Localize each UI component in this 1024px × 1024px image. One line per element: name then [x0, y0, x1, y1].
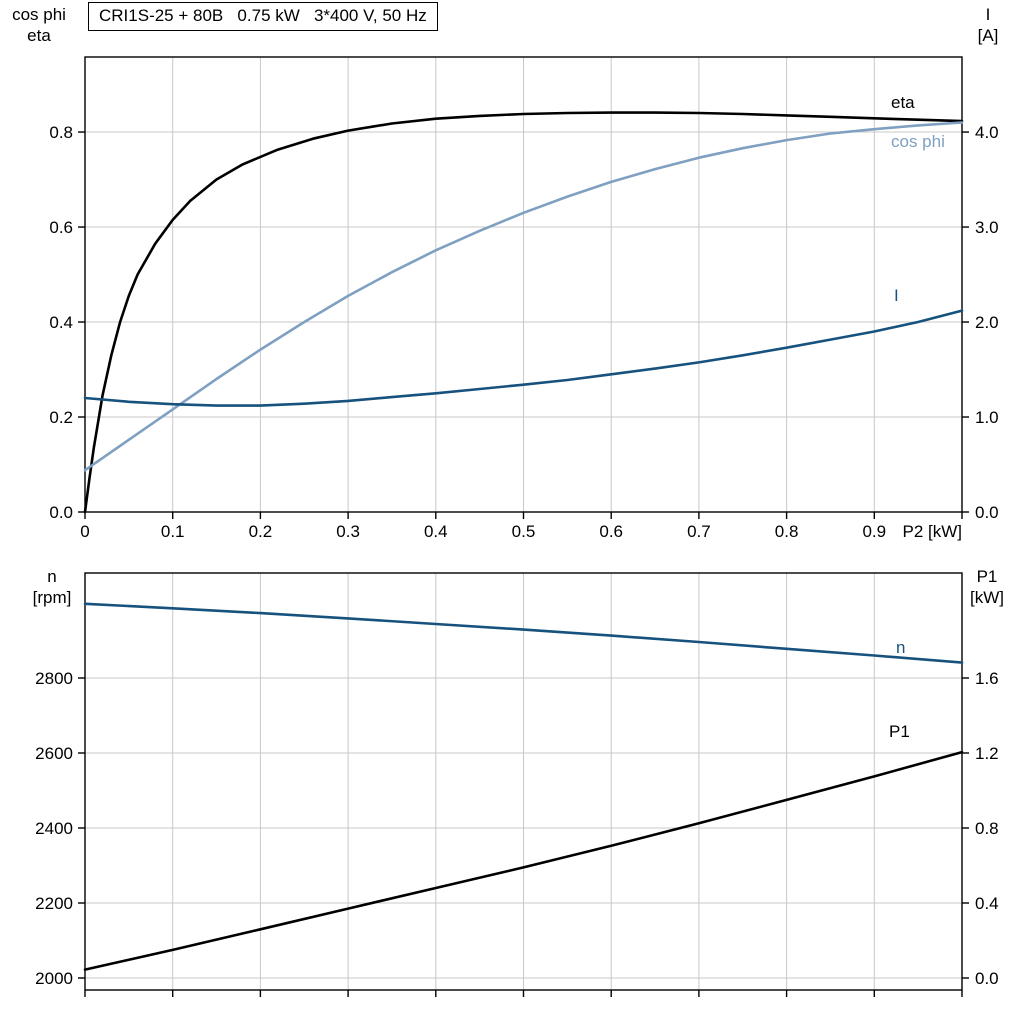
chart-title-box: CRI1S-25 + 80B 0.75 kW 3*400 V, 50 Hz: [88, 2, 438, 31]
svg-text:0.0: 0.0: [975, 969, 999, 988]
svg-text:2200: 2200: [35, 894, 73, 913]
curve-label-p1: P1: [889, 722, 910, 741]
svg-text:1.6: 1.6: [975, 669, 999, 688]
top-left-axis-title: cos phi eta: [7, 4, 71, 46]
svg-text:0.2: 0.2: [49, 408, 73, 427]
svg-text:0.8: 0.8: [49, 123, 73, 142]
curve-label-cos-phi: cos phi: [891, 132, 945, 151]
bottom-right-axis-title: P1 [kW]: [958, 566, 1016, 608]
top-chart-svg: 0.0 0.2 0.4 0.6 0.8 0.0 1.0 2.0 3.0 4.0 0 0.1 0.2 0.3…: [49, 56, 999, 541]
curve-label-n: n: [896, 638, 906, 657]
svg-text:0.4: 0.4: [49, 313, 73, 332]
bottom-left-axis-title: n [rpm]: [22, 566, 82, 608]
svg-text:0.4: 0.4: [424, 522, 448, 541]
svg-text:0.4: 0.4: [975, 894, 999, 913]
svg-text:2800: 2800: [35, 669, 73, 688]
svg-text:1.2: 1.2: [975, 744, 999, 763]
svg-text:2.0: 2.0: [975, 313, 999, 332]
svg-text:0.8: 0.8: [775, 522, 799, 541]
svg-text:0.6: 0.6: [49, 218, 73, 237]
svg-text:0: 0: [80, 522, 89, 541]
svg-text:2400: 2400: [35, 819, 73, 838]
axis-title-current: I: [985, 5, 991, 24]
axis-title-kw-unit: [kW]: [970, 588, 1004, 607]
svg-text:2600: 2600: [35, 744, 73, 763]
svg-text:0.2: 0.2: [249, 522, 273, 541]
svg-text:P2 [kW]: P2 [kW]: [902, 522, 962, 541]
axis-title-eta: eta: [27, 26, 51, 45]
svg-text:0.8: 0.8: [975, 819, 999, 838]
svg-text:0.3: 0.3: [336, 522, 360, 541]
svg-text:1.0: 1.0: [975, 408, 999, 427]
svg-text:4.0: 4.0: [975, 123, 999, 142]
axis-title-cos-phi: cos phi: [12, 5, 66, 24]
svg-text:0.7: 0.7: [687, 522, 711, 541]
svg-text:0.1: 0.1: [161, 522, 185, 541]
svg-text:0.0: 0.0: [975, 503, 999, 522]
axis-title-p1: P1: [976, 567, 998, 586]
curve-label-current: I: [894, 286, 899, 305]
svg-text:0.0: 0.0: [49, 503, 73, 522]
curve-label-eta: eta: [891, 93, 915, 112]
axis-title-amps-unit: [A]: [977, 26, 999, 45]
axis-title-n: n: [47, 567, 57, 586]
svg-text:0.5: 0.5: [512, 522, 536, 541]
svg-text:3.0: 3.0: [975, 218, 999, 237]
bottom-chart-svg: 2000 2200 2400 2600 2800 0.0 0.4 0.8 1.2 1.6: [35, 572, 999, 997]
svg-text:2000: 2000: [35, 969, 73, 988]
svg-text:0.9: 0.9: [862, 522, 886, 541]
svg-text:0.6: 0.6: [599, 522, 623, 541]
top-right-axis-title: I [A]: [966, 4, 1010, 46]
axis-title-rpm-unit: [rpm]: [32, 588, 72, 607]
